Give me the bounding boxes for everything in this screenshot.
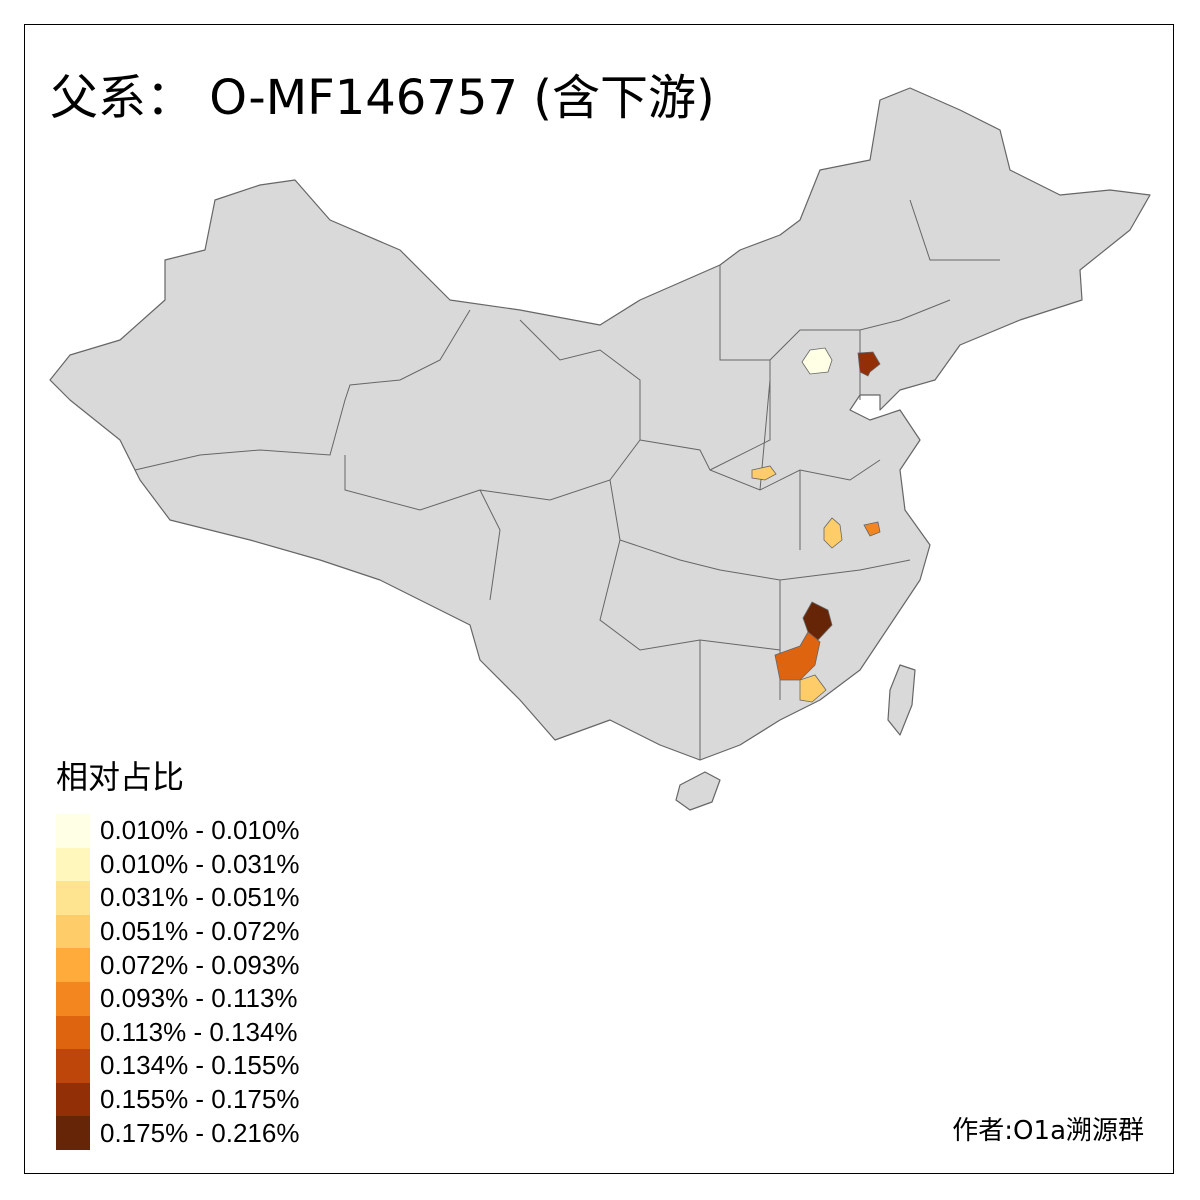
legend-label: 0.051% - 0.072% — [100, 916, 300, 947]
legend-swatch — [56, 847, 90, 882]
legend-swatch — [56, 881, 90, 915]
legend-item: 0.113% - 0.134% — [56, 1015, 299, 1050]
region-bin-3 — [799, 674, 827, 703]
legend-swatch — [56, 914, 90, 949]
legend-item: 0.134% - 0.155% — [56, 1049, 299, 1083]
legend-item: 0.010% - 0.031% — [56, 847, 300, 882]
legend-label: 0.031% - 0.051% — [100, 882, 300, 913]
legend-label: 0.175% - 0.216% — [100, 1117, 300, 1148]
legend-item: 0.051% - 0.072% — [56, 914, 300, 949]
legend-swatch — [56, 1015, 90, 1050]
region-bin-0 — [801, 347, 833, 375]
hainan — [675, 771, 721, 811]
legend-label: 0.093% - 0.113% — [100, 983, 298, 1014]
legend-item: 0.072% - 0.093% — [56, 948, 299, 982]
legend-item: 0.155% - 0.175% — [56, 1082, 300, 1117]
legend-item: 0.175% - 0.216% — [56, 1116, 299, 1150]
legend-label: 0.134% - 0.155% — [100, 1050, 300, 1081]
legend-label: 0.113% - 0.134% — [100, 1016, 298, 1047]
legend-item: 0.093% - 0.113% — [56, 981, 299, 1016]
legend-swatch — [56, 1049, 90, 1083]
region-bin-3 — [823, 517, 843, 549]
region-bin-5 — [863, 521, 881, 537]
legend-label: 0.010% - 0.010% — [100, 815, 300, 846]
author-credit: 作者:O1a溯源群 — [952, 1116, 1144, 1146]
legend-item: 0.031% - 0.051% — [56, 881, 299, 915]
map-frame — [24, 24, 1174, 1174]
legend-swatch — [56, 1082, 90, 1117]
region-bin-3 — [751, 465, 777, 481]
map-title: 父系： O-MF146757 (含下游) — [50, 70, 715, 126]
legend-label: 0.072% - 0.093% — [100, 949, 300, 980]
region-bin-8 — [857, 351, 881, 377]
legend-swatch — [56, 981, 90, 1016]
legend-swatch — [56, 1116, 90, 1150]
legend-label: 0.010% - 0.031% — [100, 848, 300, 879]
legend-swatch — [56, 948, 90, 982]
legend-title: 相对占比 — [56, 758, 185, 796]
china-mainland — [49, 87, 1151, 761]
legend: 相对占比 0.010% - 0.010% 0.010% - 0.031% 0.031… — [56, 752, 299, 1150]
legend-swatch — [56, 814, 90, 848]
legend-label: 0.155% - 0.175% — [100, 1084, 300, 1115]
region-bin-6 — [774, 631, 821, 681]
taiwan — [887, 664, 916, 736]
legend-item: 0.010% - 0.010% — [56, 814, 299, 848]
